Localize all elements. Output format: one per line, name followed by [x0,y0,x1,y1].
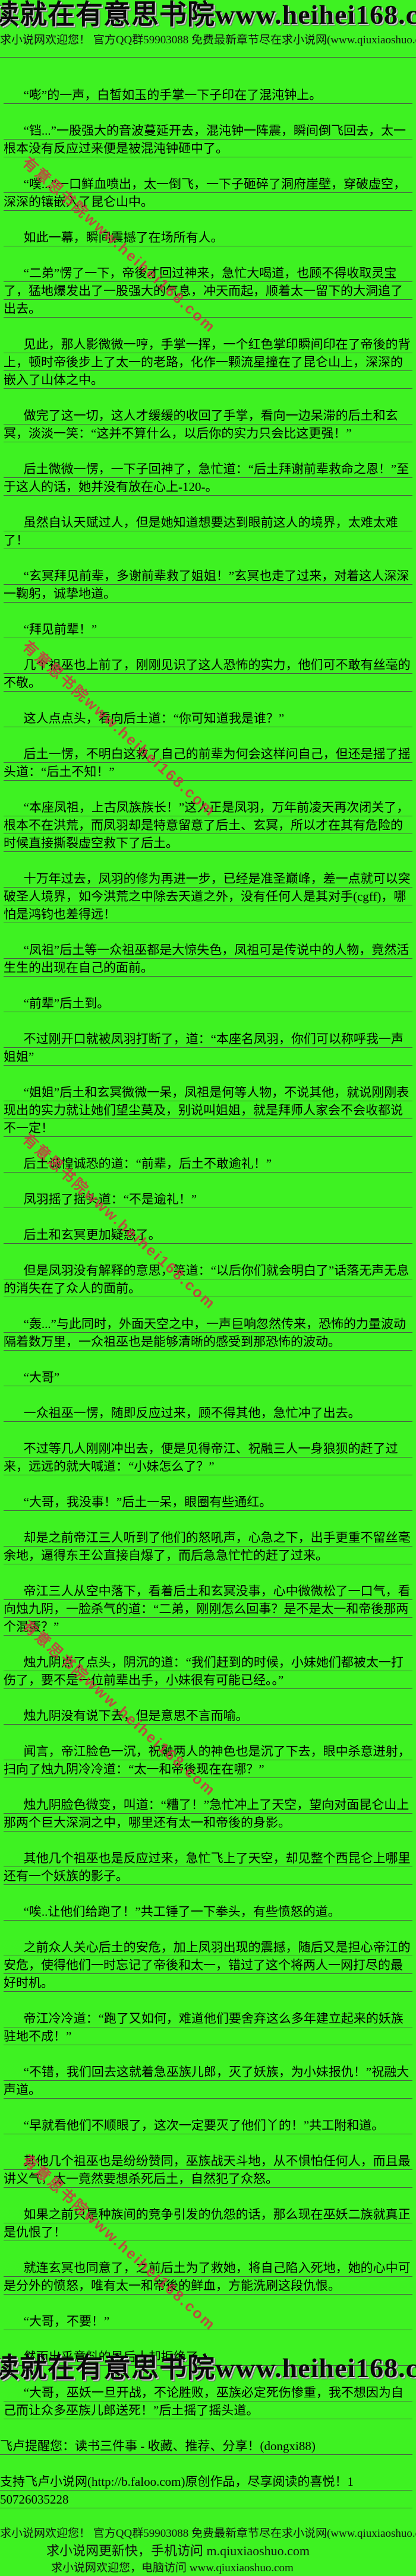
novel-paragraph: 但是凤羽没有解释的意思，笑道：“以后你们就会明白了”话落无声无息的消失在了众人的… [4,1262,412,1297]
paragraph-list: “嘭”的一声，白皙如玉的手掌一下子印在了混沌钟上。 “铛...”一股强大的音波蔓延… [4,86,412,2419]
novel-paragraph: “大哥，我没事！”后土一呆，眼圈有些通红。 [4,1493,412,1511]
footer-ad-line-2: 求小说网更新快，手机访问 m.qiuxiaoshuo.com [46,2543,310,2558]
novel-paragraph: “噗...”一口鲜血喷出，太一倒飞，一下子砸碎了洞府崖壁，穿破虚空，深深的镶嵌入… [4,175,412,211]
novel-paragraph: 做完了这一切，这人才缓缓的收回了手掌，看向一边呆滞的后土和玄冥，淡淡一笑：“这并… [4,407,412,442]
novel-paragraph: 就连玄冥也同意了，之前后土为了救她，将自己陷入死地，她的心中可是分外的愤怒，唯有… [4,2259,412,2295]
novel-paragraph: 却是之前帝江三人听到了他们的怒吼声，心急之下，出手更重不留丝毫余地，逼得东王公直… [4,1529,412,1564]
footer-ad-block: 求小说网欢迎您！ 官方QQ群59903088 免费最新章节尽在求小说网(www.… [0,2526,416,2576]
novel-paragraph: “前辈”后土到。 [4,994,412,1012]
header-ad-line: 求小说网欢迎您！ 官方QQ群59903088 免费最新章节尽在求小说网(www.… [0,34,416,46]
header-divider [0,57,416,58]
novel-paragraph: “玄冥拜见前辈，多谢前辈救了姐姐！”玄冥也走了过来，对着这人深深一鞠躬，诚挚地道… [4,567,412,603]
novel-paragraph: 后土微微一愣，一下子回神了，急忙道：“后土拜谢前辈救命之恩！”至于这人的话，她并… [4,460,412,496]
novel-paragraph: 后土和玄冥更加疑惑了。 [4,1226,412,1244]
novel-paragraph: 虽然自认天赋过人，但是她知道想要达到眼前这人的境界，太难太难了！ [4,514,412,549]
novel-paragraph: 后土诚惶诚恐的道：“前辈，后土不敢逾礼！” [4,1155,412,1173]
novel-paragraph: “铛...”一股强大的音波蔓延开去，混沌钟一阵震，瞬间倒飞回去，太一根本没有反应… [4,122,412,157]
novel-paragraph: 后土一愣，不明白这救了自己的前辈为何会这样问自己，但还是摇了摇头道：“后土不知！… [4,745,412,781]
novel-paragraph: 然而出乎意料的是后土却拒绝了。 [4,2348,412,2366]
site-banner-bottom: 读就在有意思书院www.heihei168.com [0,2353,416,2383]
novel-paragraph: “大哥，巫妖一旦开战，不论胜败，巫族必定死伤惨重，我不想因为自己而让众多巫族儿郎… [4,2384,412,2419]
footer-ad-line-1: 求小说网欢迎您！ 官方QQ群59903088 免费最新章节尽在求小说网(www.… [0,2527,416,2540]
novel-paragraph: 一众祖巫一愣，随即反应过来，顾不得其他，急忙冲了出去。 [4,1404,412,1422]
novel-paragraph: 帝江三人从空中落下，看着后土和玄冥没事，心中微微松了一口气，看向烛九阴，一脸杀气… [4,1582,412,1636]
site-banner-top: 读就在有意思书院www.heihei168.com [0,0,416,30]
novel-paragraph: 其他几个祖巫也是纷纷赞同，巫族战天斗地，从不惧怕任何人，而且最讲义气，太一竟然要… [4,2152,412,2188]
novel-paragraph: 闻言，帝江脸色一沉，祝融两人的神色也是沉了下去，眼中杀意迸射，扫向了烛九阴冷冷道… [4,1742,412,1778]
novel-paragraph: “大哥，不要！” [4,2312,412,2330]
novel-paragraph: “二弟”愣了一下，帝後才回过神来，急忙大喝道，也顾不得收取灵宝了，猛地爆发出了一… [4,264,412,318]
novel-paragraph: “大哥” [4,1368,412,1386]
novel-paragraph: “唉..让他们给跑了！”共工锤了一下拳头，有些愤怒的道。 [4,1903,412,1921]
footer-ad-line-3: 求小说网欢迎您，电脑访问 www.qiuxiaoshuo.com [51,2562,294,2574]
page-header: 读就在有意思书院www.heihei168.com 求小说网欢迎您！ 官方QQ群… [0,0,416,58]
novel-paragraph: 这人点点头，看向后土道：“你可知道我是谁？” [4,709,412,727]
novel-paragraph: 烛九阴脸色微变，叫道：“糟了！”急忙冲上了天空，望向对面昆仑山上那两个巨大深洞之… [4,1796,412,1832]
novel-paragraph: 之前众人关心后土的安危，加上凤羽出现的震撼，随后又是担心帝江的安危，使得他们一时… [4,1938,412,1992]
novel-paragraph: “轰...”与此同时，外面天空之中，一声巨响忽然传来，恐怖的力量波动隔着数万里，… [4,1315,412,1351]
novel-paragraph: “嘭”的一声，白皙如玉的手掌一下子印在了混沌钟上。 [4,86,412,104]
faloo-support-line: 支持飞卢小说网(http://b.faloo.com)原创作品，尽享阅读的喜悦！… [0,2473,412,2508]
novel-paragraph: 烛九阴点了点头，阴沉的道：“我们赶到的时候，小妹她们都被太一打伤了，要不是一位前… [4,1653,412,1689]
novel-paragraph: 凤羽摇了摇头道：“不是逾礼！” [4,1190,412,1208]
novel-paragraph: “本座凤祖，上古凤族族长！”这人正是凤羽，万年前凌天再次闭关了，根本不在洪荒，而… [4,799,412,852]
novel-paragraph: 几个祖巫也上前了，刚刚见识了这人恐怖的实力，他们可不敢有丝毫的不敬。 [4,656,412,692]
novel-paragraph: 见此，那人影微微一哼，手掌一挥，一个红色掌印瞬间印在了帝後的背上，顿时帝後步上了… [4,335,412,389]
novel-paragraph: “姐姐”后土和玄冥微微一呆，凤祖是何等人物，不说其他，就说刚刚表现出的实力就让她… [4,1083,412,1137]
novel-paragraph: “拜见前辈！” [4,620,412,638]
novel-paragraph: 不过刚开口就被凤羽打断了，道：“本座名凤羽，你们可以称呼我一声姐姐” [4,1030,412,1066]
novel-paragraph: “凤祖”后土等一众祖巫都是大惊失色，凤祖可是传说中的人物，竟然活生生的出现在自己… [4,941,412,977]
chapter-content: “嘭”的一声，白皙如玉的手掌一下子印在了混沌钟上。 “铛...”一股强大的音波蔓延… [0,58,416,2576]
novel-paragraph: 十万年过去，凤羽的修为再进一步，已经是准圣巅峰，差一点就可以突破圣人境界，如今洪… [4,870,412,923]
novel-paragraph: “早就看他们不顺眼了，这次一定要灭了他们丫的！”共工附和道。 [4,2116,412,2134]
novel-paragraph: 帝江冷冷道：“跑了又如何，难道他们要舍弃这么多年建立起来的妖族驻地不成！” [4,2010,412,2045]
novel-paragraph: 不过等几人刚刚冲出去，便是见得帝江、祝融三人一身狼狈的赶了过来，远远的就大喊道：… [4,1440,412,1475]
novel-paragraph: 其他几个祖巫也是反应过来，急忙飞上了天空，却见整个西昆仑上哪里还有一个妖族的影子… [4,1849,412,1885]
novel-paragraph: “不错，我们回去这就着急巫族儿郎，灭了妖族，为小妹报仇！”祝融大声道。 [4,2063,412,2099]
novel-paragraph: 烛九阴没有说下去，但是意思不言而喻。 [4,1707,412,1725]
novel-paragraph: 如果之前只是种族间的竞争引发的仇怨的话，那么现在巫妖二族就真正是仇恨了！ [4,2206,412,2241]
novel-paragraph: 如此一幕，瞬间震撼了在场所有人。 [4,229,412,246]
faloo-reminder-line: 飞卢提醒您：读书三件事 - 收藏、推荐、分享！(dongxi88) [0,2437,412,2455]
